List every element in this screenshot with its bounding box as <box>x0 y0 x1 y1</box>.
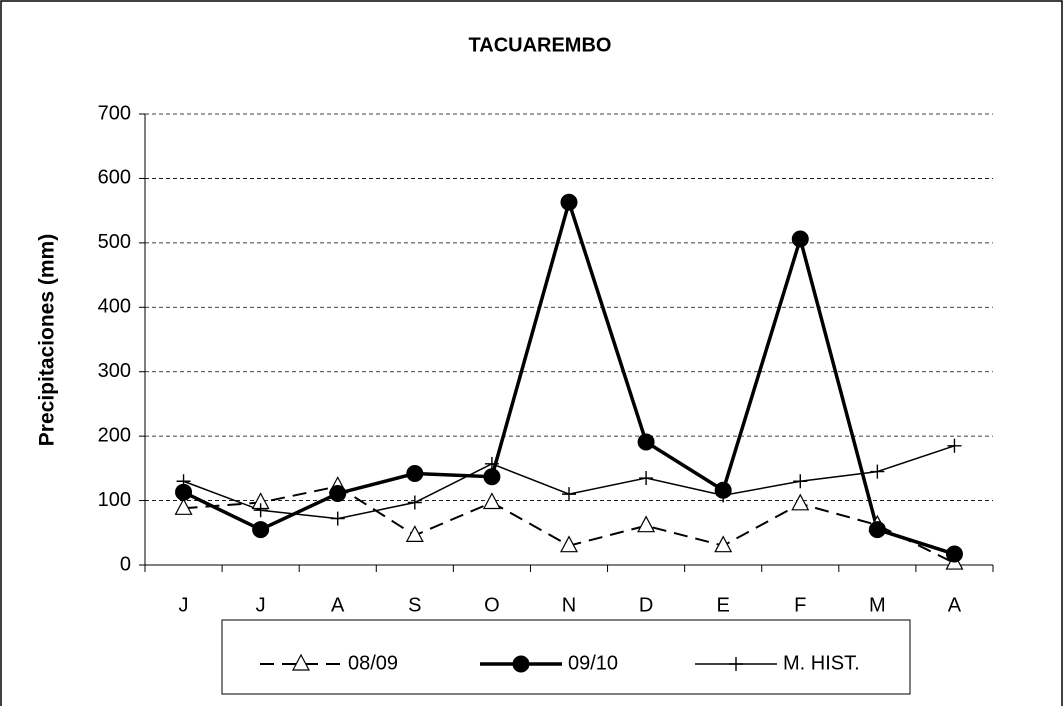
marker-circle <box>868 521 886 539</box>
x-tick-label: A <box>331 594 345 616</box>
y-axis-label: Precipitaciones (mm) <box>36 234 59 446</box>
marker-triangle <box>174 498 193 515</box>
x-tick-label: F <box>794 594 806 616</box>
marker-plus <box>870 464 885 479</box>
marker-triangle <box>405 525 424 542</box>
marker-plus <box>793 474 808 489</box>
x-tick-label: J <box>256 594 266 616</box>
x-tick-label: E <box>717 594 730 616</box>
x-tick-label: O <box>484 594 500 616</box>
marker-triangle <box>637 515 656 533</box>
marker-circle <box>329 484 347 502</box>
marker-triangle <box>714 535 733 553</box>
chart-title: TACUAREMBO <box>469 34 612 56</box>
marker-triangle <box>482 492 501 510</box>
marker-triangle <box>560 535 578 553</box>
marker-circle <box>512 655 530 673</box>
marker-plus <box>330 511 345 526</box>
y-tick-label: 400 <box>98 296 131 318</box>
marker-plus <box>176 474 191 489</box>
y-tick-label: 500 <box>98 231 131 253</box>
marker-circle <box>945 545 963 563</box>
marker-plus <box>947 438 962 453</box>
marker-circle <box>560 193 578 211</box>
x-tick-label: D <box>639 594 653 616</box>
x-tick-label: S <box>408 594 421 616</box>
x-tick-label: M <box>869 594 886 616</box>
marker-triangle <box>292 653 310 671</box>
marker-circle <box>406 465 424 483</box>
marker-triangle <box>791 493 810 511</box>
y-tick-label: 600 <box>98 167 131 189</box>
y-tick-label: 300 <box>98 360 131 382</box>
marker-circle <box>637 433 655 451</box>
marker-plus <box>729 657 743 671</box>
legend-box <box>221 619 911 695</box>
legend-label: M. HIST. <box>783 652 860 674</box>
marker-plus <box>639 471 654 486</box>
x-tick-label: J <box>179 594 189 616</box>
marker-plus <box>716 488 731 503</box>
y-tick-label: 0 <box>120 553 131 575</box>
y-tick-label: 200 <box>98 424 131 446</box>
y-tick-label: 100 <box>98 489 131 511</box>
marker-plus <box>253 503 268 518</box>
marker-plus <box>484 456 499 471</box>
x-tick-label: N <box>562 594 576 616</box>
marker-circle <box>252 521 270 539</box>
marker-plus <box>562 487 576 502</box>
marker-circle <box>483 468 501 486</box>
y-tick-label: 700 <box>98 102 131 124</box>
legend-label: 09/10 <box>568 652 618 674</box>
legend-label: 08/09 <box>348 652 398 674</box>
marker-plus <box>407 495 422 510</box>
x-tick-label: A <box>948 594 962 616</box>
marker-circle <box>791 230 809 248</box>
